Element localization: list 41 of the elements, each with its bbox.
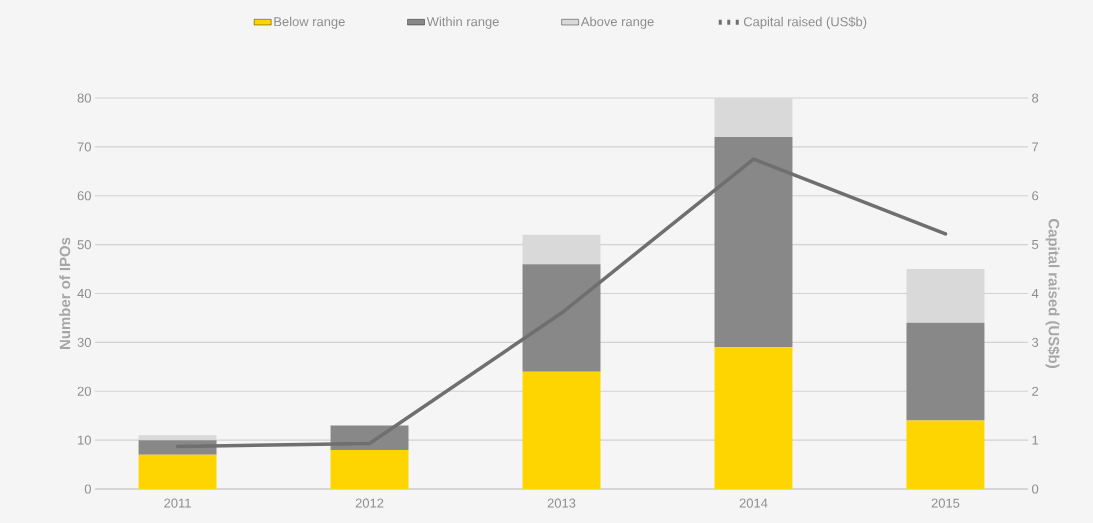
bar bbox=[522, 371, 601, 489]
y-tick-label: 40 bbox=[77, 288, 91, 299]
bar bbox=[138, 435, 217, 441]
y-tick-label: 30 bbox=[77, 337, 91, 347]
line-series bbox=[175, 157, 948, 449]
y-tick-label: 70 bbox=[77, 142, 91, 152]
y-tick-label: 80 bbox=[77, 93, 91, 103]
y-tick-label: 50 bbox=[77, 240, 91, 250]
bar bbox=[906, 269, 985, 323]
y2-tick-label: 7 bbox=[1032, 142, 1039, 152]
y2-tick-label: 0 bbox=[1032, 484, 1039, 494]
y-tick-label: 20 bbox=[77, 386, 91, 396]
legend-label: Below range bbox=[274, 16, 345, 29]
x-tick-label: 2012 bbox=[355, 498, 384, 508]
y2-tick-label: 1 bbox=[1032, 435, 1039, 445]
x-tick-label: 2014 bbox=[739, 498, 768, 508]
bar bbox=[138, 454, 217, 489]
x-tick-label: 2013 bbox=[547, 498, 576, 508]
bar bbox=[330, 449, 409, 489]
legend-label: Within range bbox=[426, 16, 499, 29]
y2-tick-label: 5 bbox=[1032, 240, 1039, 250]
bar bbox=[522, 234, 601, 265]
bar bbox=[906, 322, 985, 421]
y2-tick-label: 3 bbox=[1032, 337, 1039, 347]
y2-tick-label: 2 bbox=[1032, 386, 1039, 396]
y2-tick-label: 4 bbox=[1031, 289, 1039, 298]
x-tick-label: 2011 bbox=[164, 498, 191, 508]
y-axis-title: Number of IPOs bbox=[59, 237, 71, 349]
bar bbox=[906, 420, 985, 489]
legend-label: Above range bbox=[580, 16, 654, 29]
y2-tick-label: 6 bbox=[1032, 191, 1039, 201]
bar bbox=[522, 264, 601, 372]
x-tick-label: 2015 bbox=[931, 498, 960, 508]
y2-tick-label: 8 bbox=[1032, 93, 1039, 103]
y-tick-label: 10 bbox=[78, 435, 91, 445]
bar bbox=[714, 347, 793, 489]
legend-label: Capital raised (US$b) bbox=[743, 16, 867, 29]
y-tick-label: 0 bbox=[84, 484, 91, 494]
bar bbox=[714, 137, 793, 348]
y-tick-label: 60 bbox=[77, 191, 91, 201]
y2-axis-title: Capital raised (US$b) bbox=[1045, 218, 1060, 368]
